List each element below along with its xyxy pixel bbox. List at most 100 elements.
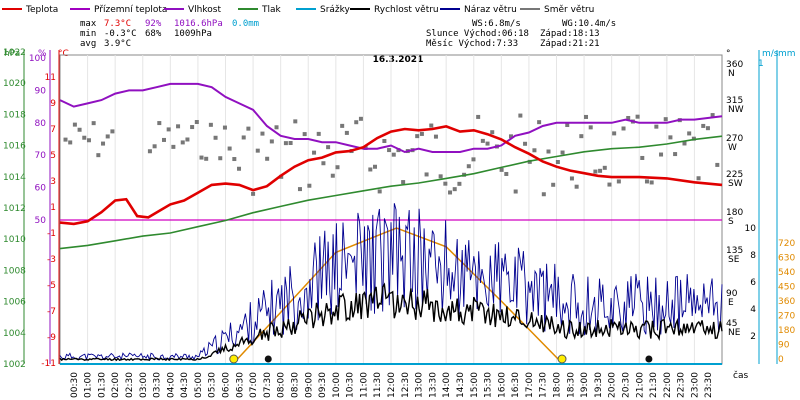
temperature-line bbox=[59, 125, 723, 226]
ms-tick: 8 bbox=[750, 251, 756, 261]
legend-label: Srážky bbox=[320, 5, 351, 15]
stat-text: 0.0mm bbox=[232, 19, 259, 29]
wind-dir-point bbox=[391, 152, 396, 157]
wind-dir-point bbox=[288, 141, 293, 146]
stat-text: 92% bbox=[145, 19, 162, 29]
x-tick: 16:30 bbox=[511, 372, 521, 398]
x-tick: 12:30 bbox=[401, 372, 411, 398]
wind-dir-point bbox=[532, 148, 537, 153]
dir-tick: 270 bbox=[726, 134, 743, 144]
wind-dir-point bbox=[598, 168, 603, 173]
dir-label: S bbox=[728, 217, 734, 227]
stats-panel: max 7.3°C 92% 1016.6hPa 0.0mm min -0.3°C 68% 100… bbox=[80, 19, 616, 49]
x-tick: 20:00 bbox=[608, 372, 618, 398]
wind-dir-point bbox=[584, 114, 589, 119]
wind-dir-point bbox=[241, 135, 246, 140]
hpa-tick: 1006 bbox=[3, 298, 26, 308]
c-tick: 5 bbox=[50, 151, 56, 161]
x-tick: 15:30 bbox=[484, 372, 494, 398]
wind-dir-point bbox=[635, 114, 640, 119]
hpa-tick: 1008 bbox=[3, 266, 26, 276]
ms-label: m/s bbox=[762, 49, 779, 59]
sun-tick: 270 bbox=[778, 312, 795, 322]
stat-text: Měsíc Východ:7:33 bbox=[426, 39, 518, 49]
wind-dir-point bbox=[644, 179, 649, 184]
x-tick: 14:00 bbox=[442, 372, 452, 398]
stat-text: 3.9°C bbox=[104, 39, 131, 49]
wind-dir-point bbox=[466, 164, 471, 169]
stat-text: Slunce Východ:06:18 bbox=[426, 29, 529, 39]
wind-dir-point bbox=[246, 126, 251, 131]
wind-dir-point bbox=[448, 190, 453, 195]
x-tick: 19:00 bbox=[580, 372, 590, 398]
wind-dir-point bbox=[307, 183, 312, 188]
wind-dir-point bbox=[213, 135, 218, 140]
stat-text: WS:6.8m/s bbox=[472, 19, 521, 29]
wind-dir-point bbox=[96, 153, 101, 158]
sun-tick: 360 bbox=[778, 297, 795, 307]
wind-dir-point bbox=[457, 181, 462, 186]
dir-tick: 135 bbox=[726, 246, 743, 256]
wind-dir-point bbox=[574, 184, 579, 189]
hpa-tick: 1010 bbox=[3, 235, 26, 245]
deg-label: ° bbox=[726, 49, 731, 59]
wind-dir-point bbox=[612, 131, 617, 136]
x-tick: 13:30 bbox=[428, 372, 438, 398]
pct-tick: 60 bbox=[35, 184, 47, 194]
wind-dir-point bbox=[302, 132, 307, 137]
pct-tick: 80 bbox=[35, 119, 47, 129]
wind-dir-point bbox=[443, 181, 448, 186]
wind-dir-point bbox=[640, 155, 645, 160]
wind-dir-point bbox=[668, 135, 673, 140]
wind-dir-point bbox=[204, 156, 209, 161]
x-tick: 09:30 bbox=[318, 372, 328, 398]
x-tick: 05:30 bbox=[208, 372, 218, 398]
wind-dir-point bbox=[330, 173, 335, 178]
wind-dir-point bbox=[274, 125, 279, 130]
dir-label: NE bbox=[728, 328, 741, 338]
stat-text: max bbox=[80, 19, 97, 29]
ms-tick: 10 bbox=[745, 224, 757, 234]
legend-label: Teplota bbox=[25, 5, 58, 15]
wind-speed-line bbox=[59, 282, 723, 362]
wind-dir-point bbox=[354, 120, 359, 125]
stat-text: WG:10.4m/s bbox=[562, 19, 616, 29]
wind-dir-point bbox=[649, 180, 654, 185]
x-tick: 19:30 bbox=[594, 372, 604, 398]
x-tick: 04:00 bbox=[166, 372, 176, 398]
wind-dir-point bbox=[438, 174, 443, 179]
stat-text: -0.3°C bbox=[104, 29, 137, 39]
c-tick: -7 bbox=[47, 307, 56, 317]
sun-tick: 90 bbox=[778, 341, 790, 351]
x-tick: 01:30 bbox=[97, 372, 107, 398]
wind-dir-point bbox=[607, 182, 612, 187]
wind-dir-point bbox=[147, 149, 152, 154]
wind-dir-point bbox=[222, 125, 227, 130]
ms-tick: 6 bbox=[750, 278, 756, 288]
x-tick: 03:30 bbox=[153, 372, 163, 398]
x-tick: 18:00 bbox=[553, 372, 563, 398]
x-tick: 22:00 bbox=[663, 372, 673, 398]
stat-text: avg bbox=[80, 39, 96, 49]
wind-dir-point bbox=[101, 141, 106, 146]
wind-dir-point bbox=[68, 140, 73, 145]
wind-dir-point bbox=[621, 126, 626, 131]
dir-tick: 180 bbox=[726, 208, 743, 218]
wind-dir-point bbox=[185, 137, 190, 142]
wind-dir-point bbox=[687, 131, 692, 136]
wind-dir-point bbox=[555, 159, 560, 164]
wind-dir-point bbox=[654, 124, 659, 129]
wind-dir-point bbox=[579, 134, 584, 139]
hpa-tick: 1012 bbox=[3, 204, 26, 214]
x-tick: 18:30 bbox=[566, 372, 576, 398]
stat-text: min bbox=[80, 29, 96, 39]
wind-dir-point bbox=[569, 176, 574, 181]
wind-dir-point bbox=[518, 113, 523, 118]
stat-text: 1009hPa bbox=[174, 29, 212, 39]
x-tick: 00:30 bbox=[70, 372, 80, 398]
c-tick: -9 bbox=[47, 333, 56, 343]
stat-text: Západ:21:21 bbox=[540, 39, 600, 49]
c-tick: 3 bbox=[50, 177, 56, 187]
ms-tick: 4 bbox=[750, 305, 756, 315]
